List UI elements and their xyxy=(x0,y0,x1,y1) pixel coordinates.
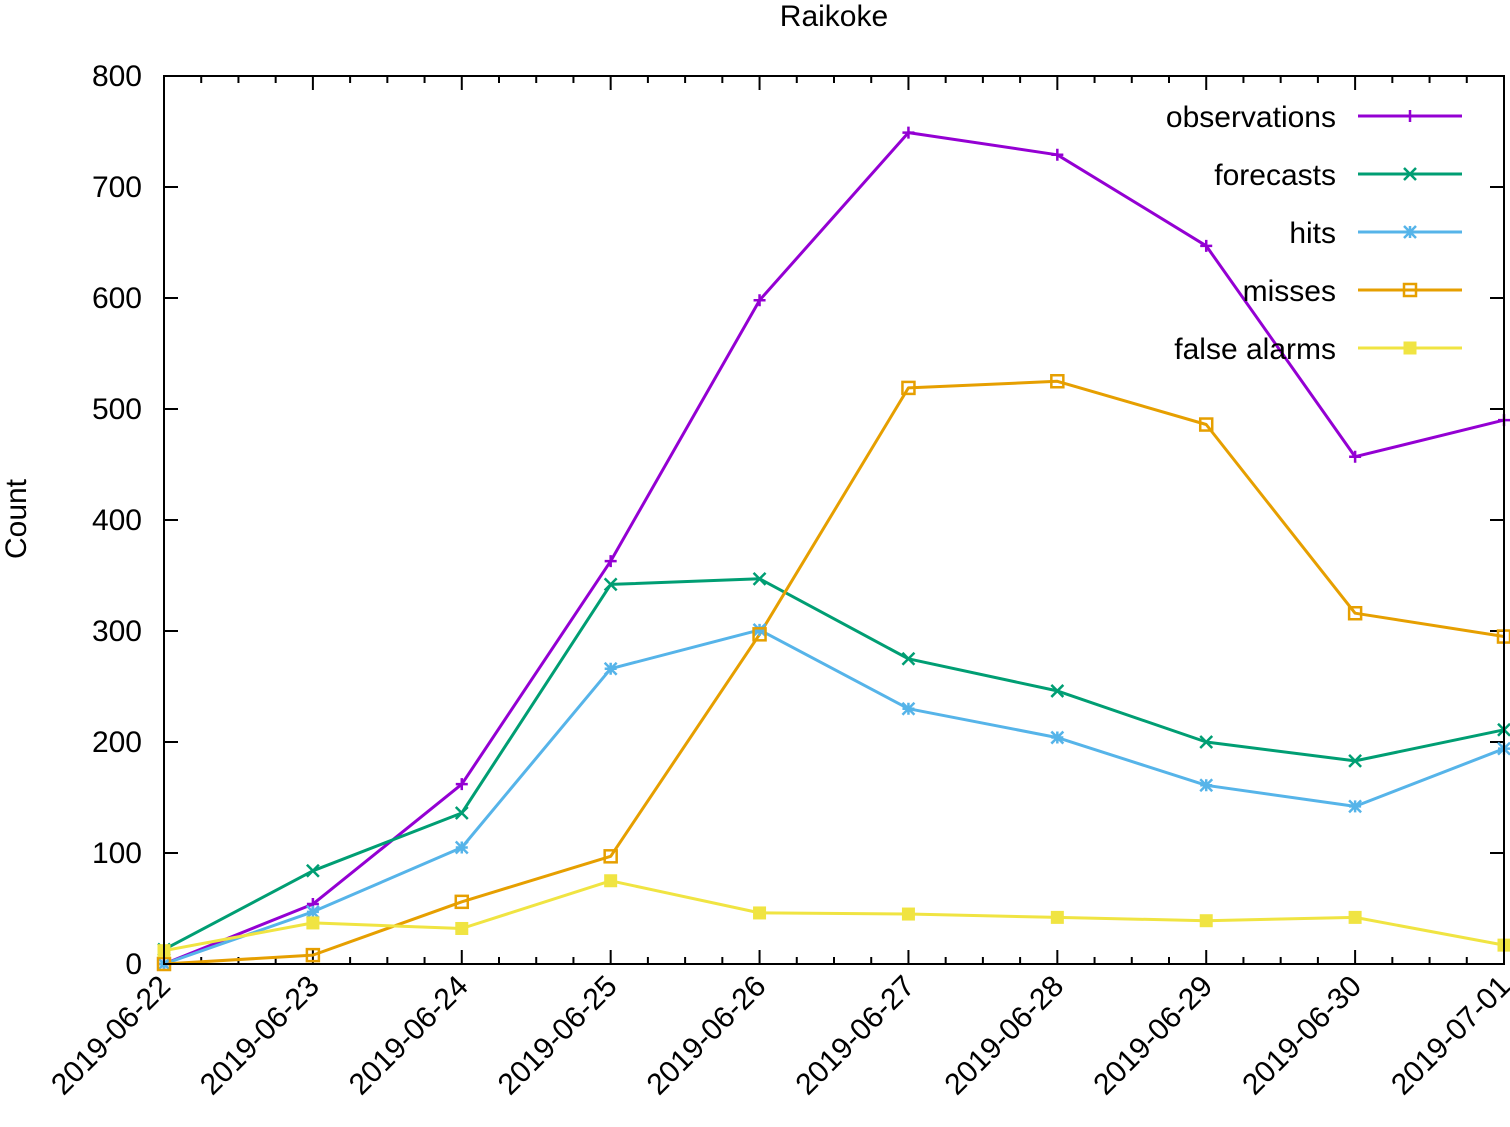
x-tick-label: 2019-07-01 xyxy=(1385,970,1510,1102)
x-tick-label: 2019-06-27 xyxy=(790,970,922,1102)
x-tick-label: 2019-06-23 xyxy=(194,970,326,1102)
x-tick-label: 2019-06-25 xyxy=(492,970,624,1102)
data-point-forecasts xyxy=(454,806,469,820)
data-point-false-alarms xyxy=(306,916,320,930)
data-point-observations xyxy=(753,294,766,307)
data-point-observations xyxy=(1349,450,1362,463)
series-line-observations xyxy=(163,131,1505,966)
x-tick-label: 2019-06-22 xyxy=(45,970,177,1102)
x-tick-label: 2019-06-29 xyxy=(1087,970,1219,1102)
data-point-false-alarms xyxy=(1348,910,1362,924)
data-point-hits xyxy=(603,661,618,676)
data-point-hits xyxy=(306,904,320,919)
data-point-misses xyxy=(901,380,916,396)
x-minor-ticks xyxy=(200,76,1468,964)
y-tick-label: 800 xyxy=(92,60,142,93)
legend-marker-false-alarms xyxy=(1403,341,1417,355)
x-tick-label: 2019-06-30 xyxy=(1236,970,1368,1102)
series-line-hits xyxy=(163,628,1505,966)
x-tick-label: 2019-06-26 xyxy=(641,970,773,1102)
plot-frame xyxy=(163,75,1505,965)
series-line-false-alarms xyxy=(163,879,1505,953)
data-point-misses xyxy=(752,627,767,642)
data-point-forecasts xyxy=(1348,753,1362,768)
legend-label-misses: misses xyxy=(1243,275,1336,308)
data-point-false-alarms xyxy=(1199,914,1213,928)
data-point-forecasts xyxy=(1050,684,1065,698)
data-point-forecasts xyxy=(752,571,767,586)
data-point-hits xyxy=(752,623,767,637)
data-point-observations xyxy=(1051,148,1064,161)
legend-label-forecasts: forecasts xyxy=(1214,159,1336,192)
data-point-misses xyxy=(1050,374,1065,389)
y-tick-label: 600 xyxy=(92,282,142,315)
data-point-forecasts xyxy=(901,651,916,666)
y-tick-label: 400 xyxy=(92,504,142,537)
data-point-misses xyxy=(1198,417,1214,432)
y-ticks: 0 100 200 300 400 500 600 700 800 xyxy=(92,60,1504,981)
data-point-false-alarms xyxy=(604,874,618,888)
legend-marker-hits xyxy=(1403,225,1417,239)
data-point-forecasts xyxy=(603,577,618,592)
x-tick-label: 2019-06-24 xyxy=(343,970,475,1102)
series-lines xyxy=(163,131,1505,966)
data-point-observations xyxy=(1200,239,1213,252)
data-point-misses xyxy=(1347,605,1363,621)
data-point-misses xyxy=(603,849,618,864)
y-tick-label: 0 xyxy=(125,948,142,981)
data-point-observations xyxy=(455,778,468,791)
data-point-forecasts xyxy=(1199,735,1214,749)
data-point-hits xyxy=(901,701,916,716)
data-point-observations xyxy=(902,126,915,139)
data-point-false-alarms xyxy=(753,906,767,920)
data-point-misses xyxy=(305,947,321,963)
series-line-misses xyxy=(163,379,1505,966)
legend-marker-forecasts xyxy=(1403,167,1417,181)
y-tick-label: 700 xyxy=(92,171,142,204)
data-point-misses xyxy=(454,894,470,910)
legend-marker-observations xyxy=(1404,110,1416,122)
data-point-hits xyxy=(1050,730,1065,745)
data-point-hits xyxy=(454,840,469,855)
y-tick-label: 500 xyxy=(92,393,142,426)
y-tick-label: 100 xyxy=(92,837,142,870)
legend-label-observations: observations xyxy=(1166,101,1336,134)
data-point-observations xyxy=(604,555,617,568)
y-tick-label: 300 xyxy=(92,615,142,648)
y-axis-label: Count xyxy=(0,478,33,559)
data-point-hits xyxy=(1199,778,1214,793)
data-point-forecasts xyxy=(306,863,320,878)
legend-marker-misses xyxy=(1402,282,1418,298)
data-point-hits xyxy=(1348,799,1362,814)
y-tick-label: 200 xyxy=(92,726,142,759)
data-point-false-alarms xyxy=(1050,910,1064,924)
legend: observations forecasts hits misses false ala… xyxy=(1166,101,1462,366)
legend-label-false-alarms: false alarms xyxy=(1174,333,1336,366)
series-line-forecasts xyxy=(163,577,1505,951)
series-markers xyxy=(156,126,1510,972)
legend-label-hits: hits xyxy=(1289,217,1336,250)
x-tick-label: 2019-06-28 xyxy=(938,970,1070,1102)
data-point-false-alarms xyxy=(455,921,469,935)
chart-title: Raikoke xyxy=(780,0,888,33)
data-point-false-alarms xyxy=(901,907,915,921)
